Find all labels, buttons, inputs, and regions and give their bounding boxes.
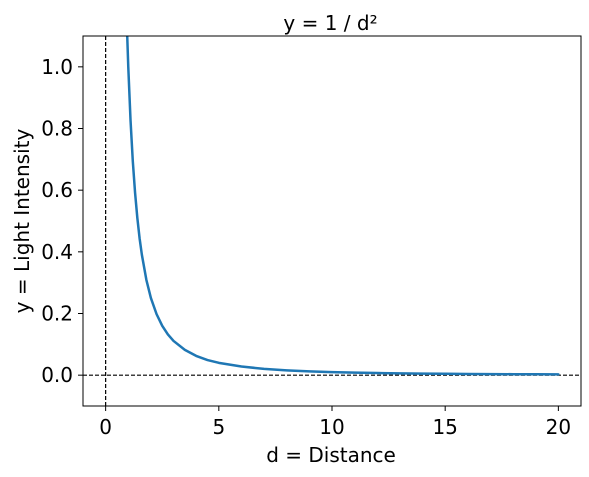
x-tick-label: 15: [432, 415, 457, 439]
reference-lines: [83, 36, 581, 406]
y-tick-label: 0.8: [41, 117, 73, 141]
y-tick-label: 0.2: [41, 302, 73, 326]
chart-title: y = 1 / d²: [283, 11, 377, 35]
plot-frame: [82, 35, 582, 407]
y-tick-label: 0.6: [41, 178, 73, 202]
y-tick-label: 0.4: [41, 240, 73, 264]
y-tick-label: 1.0: [41, 55, 73, 79]
x-axis: 0 5 10 15 20: [99, 406, 571, 439]
y-axis-label: y = Light Intensity: [10, 129, 34, 314]
x-axis-label: d = Distance: [266, 443, 396, 467]
y-axis: 0.0 0.2 0.4 0.6 0.8 1.0: [41, 55, 83, 387]
y-tick-label: 0.0: [41, 363, 73, 387]
x-tick-label: 0: [99, 415, 112, 439]
series-layer: [125, 36, 560, 376]
x-tick-label: 5: [212, 415, 225, 439]
x-tick-label: 10: [319, 415, 344, 439]
series-line-0: [125, 36, 560, 376]
x-tick-label: 20: [546, 415, 571, 439]
